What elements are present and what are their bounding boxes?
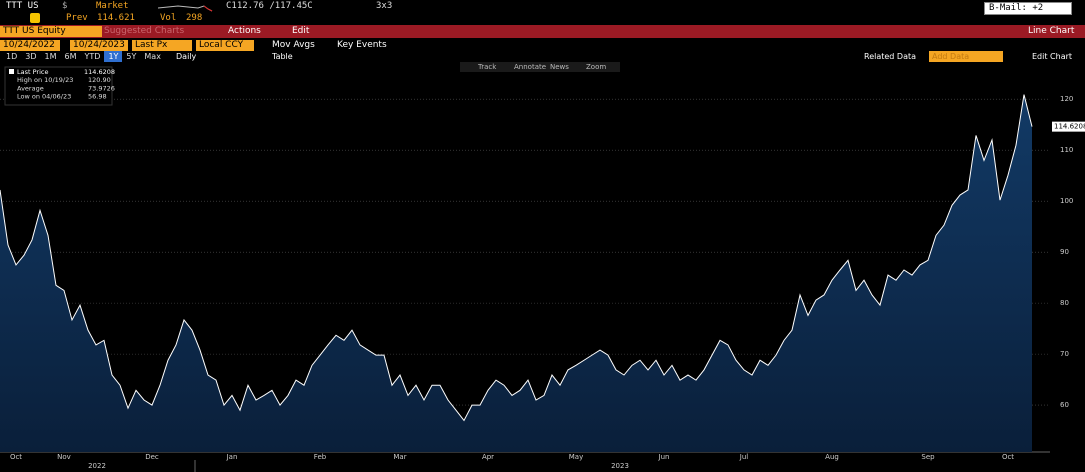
legend-stat-value: 120.90 — [88, 76, 111, 84]
last-price-label: 114.6208 — [1054, 123, 1085, 131]
mov-avgs[interactable]: Mov Avgs — [272, 40, 315, 50]
key-events[interactable]: Key Events — [337, 40, 387, 50]
vol-label: Vol — [160, 13, 177, 23]
period[interactable]: 3D — [25, 52, 37, 61]
period[interactable]: 5Y — [126, 52, 137, 61]
legend-box — [4, 66, 113, 106]
sparkline — [158, 5, 213, 12]
header: TTT US $ Market C112.76 /117.45C 3x3 B-M… — [0, 0, 1085, 25]
chart-type: Line Chart — [1028, 26, 1075, 36]
actions[interactable]: Actions — [228, 26, 261, 36]
legend-swatch — [9, 69, 14, 74]
legend-stat-value: 73.9726 — [88, 84, 115, 92]
chart-tool: News — [550, 63, 569, 71]
y-tick-label: 80 — [1060, 299, 1069, 307]
ticker: TTT US — [6, 1, 39, 11]
x-tick-label: Nov — [57, 453, 71, 461]
end-date[interactable]: 10/24/2023 — [70, 40, 128, 51]
x-tick-label: Aug — [825, 453, 839, 461]
legend-stat-label: Low on 04/06/23 — [17, 93, 71, 101]
period[interactable]: Max — [144, 52, 161, 61]
y-tick-label: 60 — [1060, 401, 1069, 409]
year-label: 2022 — [88, 462, 106, 470]
x-tick-label: May — [569, 453, 583, 461]
x-tick-label: Jan — [226, 453, 238, 461]
currency: $ — [62, 1, 68, 11]
y-tick-label: 90 — [1060, 248, 1069, 256]
area — [0, 94, 1032, 453]
chart: Track Annotate News Zoom 60 70 80 90 100 110 120 11… — [0, 62, 1085, 472]
y-tick-label: 110 — [1060, 146, 1073, 154]
period[interactable]: 1D — [6, 52, 18, 61]
menu-bar: TTT US Equity Suggested Charts Actions E… — [0, 25, 1085, 38]
field[interactable]: Last Px — [132, 40, 192, 51]
x-tick-label: Feb — [314, 453, 327, 461]
x-tick-label: Oct — [10, 453, 22, 461]
quote: C112.76 /117.45C — [226, 1, 313, 11]
add-data[interactable]: Add Data — [929, 51, 1003, 62]
frequency[interactable]: Daily — [176, 52, 197, 61]
year-label: 2023 — [611, 462, 629, 470]
period[interactable]: YTD — [84, 52, 101, 61]
y-tick-label: 70 — [1060, 350, 1069, 358]
table[interactable]: Table — [272, 52, 293, 61]
chart-tool: Track — [477, 63, 497, 71]
y-tick-label: 100 — [1060, 197, 1073, 205]
last-price-tag — [1052, 121, 1085, 132]
edit[interactable]: Edit — [292, 26, 310, 36]
mail[interactable]: B-Mail: +2 — [984, 2, 1072, 15]
period[interactable]: 1Y — [104, 51, 123, 62]
x-tick-label: Oct — [1002, 453, 1014, 461]
y-tick-label: 120 — [1060, 95, 1073, 103]
legend-name: Last Price — [17, 68, 48, 76]
options-bar: 10/24/2022 10/24/2023 Last Px Local CCY … — [0, 39, 1085, 51]
chart-tool: Zoom — [586, 63, 606, 71]
x-tick-label: Jun — [658, 453, 670, 461]
period[interactable]: 6M — [64, 52, 77, 61]
prev: 114.621 — [97, 13, 135, 23]
legend-stat-label: High on 10/19/23 — [17, 76, 73, 84]
x-tick-label: Dec — [145, 453, 159, 461]
period-bar: 1D 3D 1M 6M YTD 1Y 5Y Max Daily Table Related D… — [0, 51, 1085, 62]
x-tick-label: Jul — [739, 453, 749, 461]
x-tick-label: Apr — [482, 453, 494, 461]
edit-chart[interactable]: Edit Chart — [1032, 52, 1073, 61]
legend-value: 114.6208 — [84, 68, 115, 76]
related-data[interactable]: Related Data — [864, 52, 917, 61]
size: 3x3 — [376, 1, 393, 11]
x-tick-label: Sep — [921, 453, 935, 461]
legend-stat-label: Average — [17, 84, 44, 92]
chart-tool: Annotate — [514, 63, 546, 71]
currency-select[interactable]: Local CCY — [196, 40, 254, 51]
x-tick-label: Mar — [393, 453, 406, 461]
suggested[interactable]: Suggested Charts — [104, 26, 185, 36]
period[interactable]: 1M — [44, 52, 57, 61]
legend-stat-value: 56.98 — [88, 93, 107, 101]
prev-label: Prev — [66, 13, 88, 23]
periods: 1D 3D 1M 6M YTD 1Y 5Y Max — [2, 51, 165, 63]
icon — [30, 13, 40, 23]
vol: 298 — [186, 13, 203, 23]
chart-tools-bg — [460, 62, 620, 72]
price-line — [0, 94, 1033, 422]
security[interactable]: TTT US Equity — [0, 26, 102, 37]
market: Market — [96, 1, 129, 11]
start-date[interactable]: 10/24/2022 — [0, 40, 60, 51]
